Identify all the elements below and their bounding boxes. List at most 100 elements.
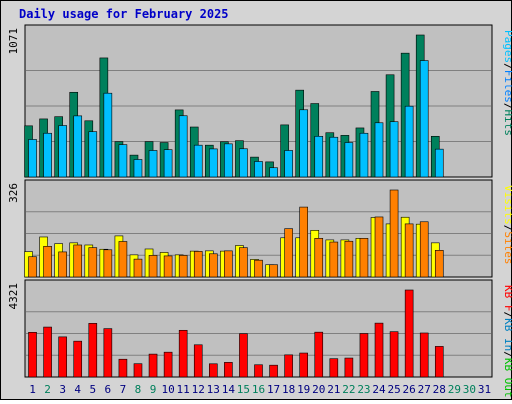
x-tick-day-31: 31	[478, 383, 491, 396]
bar-sites-day-11	[178, 255, 188, 278]
x-tick-day-28: 28	[433, 383, 446, 396]
x-tick-day-25: 25	[387, 383, 400, 396]
x-tick-day-3: 3	[59, 383, 66, 396]
legend-separator: /	[502, 103, 512, 110]
x-tick-day-17: 17	[267, 383, 280, 396]
x-tick-day-22: 22	[342, 383, 355, 396]
bar-kb-f-day-7	[118, 358, 128, 378]
x-tick-day-19: 19	[297, 383, 310, 396]
bar-pages-day-25	[389, 121, 399, 178]
bar-pages-day-16	[254, 161, 263, 178]
bar-sites-day-23	[359, 238, 369, 278]
bar-kb-f-day-6	[103, 328, 113, 378]
bar-kb-f-day-25	[389, 331, 399, 378]
bar-kb-f-day-15	[239, 333, 248, 378]
bar-kb-f-day-14	[224, 362, 233, 378]
bar-kb-f-day-5	[88, 323, 98, 378]
bar-pages-day-15	[239, 148, 248, 178]
bar-pages-day-2	[43, 132, 52, 178]
chart-title: Daily usage for February 2025	[19, 7, 229, 21]
x-tick-day-20: 20	[312, 383, 325, 396]
bar-kb-f-day-4	[73, 340, 83, 378]
x-tick-day-8: 8	[135, 383, 142, 396]
x-tick-day-13: 13	[207, 383, 220, 396]
bar-sites-day-24	[374, 216, 384, 278]
legend-text: KB F/KB In/KB Out	[502, 285, 512, 398]
legend: Pages/Files/Hits	[502, 30, 512, 136]
legend-hits: Hits	[502, 110, 512, 137]
bar-sites-day-4	[73, 244, 83, 278]
bar-kb-f-day-20	[314, 331, 324, 378]
bar-kb-f-day-16	[254, 364, 263, 378]
legend-separator: /	[502, 225, 512, 232]
bar-kb-f-day-28	[434, 346, 444, 378]
bar-pages-day-19	[299, 109, 308, 178]
bar-sites-day-22	[344, 240, 354, 278]
x-tick-day-10: 10	[161, 383, 174, 396]
x-tick-day-5: 5	[89, 383, 96, 396]
bar-pages-day-6	[103, 92, 113, 178]
x-tick-day-26: 26	[403, 383, 416, 396]
bar-pages-day-12	[193, 144, 203, 178]
bar-sites-day-14	[224, 250, 233, 278]
legend-text: Pages/Files/Hits	[502, 30, 512, 136]
bar-sites-day-7	[118, 241, 128, 278]
bar-sites-day-3	[58, 251, 67, 278]
x-tick-day-1: 1	[29, 383, 36, 396]
bar-pages-day-10	[163, 149, 173, 178]
bar-sites-day-6	[103, 249, 113, 278]
bar-pages-day-11	[178, 115, 188, 178]
legend-sites: Sites	[502, 231, 512, 264]
x-tick-day-15: 15	[237, 383, 250, 396]
y-max-label: 326	[7, 183, 20, 203]
x-tick-day-12: 12	[192, 383, 205, 396]
bar-sites-day-8	[133, 258, 143, 278]
x-tick-day-9: 9	[150, 383, 157, 396]
bar-pages-day-24	[374, 122, 384, 178]
bar-sites-day-15	[239, 247, 248, 278]
bar-pages-day-21	[329, 136, 339, 178]
legend-pages: Pages	[502, 30, 512, 63]
bar-pages-day-7	[118, 144, 128, 178]
bar-sites-day-25	[389, 189, 399, 278]
bar-sites-day-12	[193, 251, 203, 278]
bar-sites-day-1	[28, 256, 37, 278]
x-tick-day-16: 16	[252, 383, 265, 396]
bar-sites-day-2	[43, 246, 52, 278]
bar-kb-f-day-17	[269, 364, 278, 378]
bar-kb-f-day-8	[133, 363, 143, 378]
legend-kb-out: KB Out	[502, 358, 512, 398]
legend-files: Files	[502, 70, 512, 103]
x-tick-day-11: 11	[177, 383, 190, 396]
bar-kb-f-day-9	[148, 353, 158, 378]
bar-kb-f-day-26	[404, 289, 414, 378]
bar-pages-day-18	[284, 150, 293, 178]
bar-kb-f-day-2	[43, 326, 52, 378]
bar-pages-day-9	[148, 150, 158, 178]
bar-pages-day-4	[73, 115, 83, 178]
bar-pages-day-27	[419, 60, 429, 178]
bar-sites-day-16	[254, 259, 263, 278]
legend: KB F/KB In/KB Out	[502, 285, 512, 398]
x-tick-day-30: 30	[463, 383, 476, 396]
legend-visits: Visits	[502, 185, 512, 225]
x-tick-day-21: 21	[327, 383, 340, 396]
bar-kb-f-day-21	[329, 358, 339, 378]
x-tick-day-18: 18	[282, 383, 295, 396]
bar-kb-f-day-3	[58, 336, 67, 378]
y-max-label: 1071	[7, 28, 20, 55]
bar-kb-f-day-27	[419, 332, 429, 378]
x-tick-day-6: 6	[105, 383, 112, 396]
legend-separator: /	[502, 312, 512, 319]
bar-kb-f-day-11	[178, 329, 188, 378]
panel-2: 326 Visits/Sites	[7, 179, 512, 278]
bar-kb-f-day-24	[374, 322, 384, 378]
bar-sites-day-19	[299, 206, 308, 278]
x-tick-day-24: 24	[372, 383, 386, 396]
bar-sites-day-20	[314, 238, 324, 278]
bar-sites-day-21	[329, 241, 339, 278]
x-tick-day-7: 7	[120, 383, 127, 396]
